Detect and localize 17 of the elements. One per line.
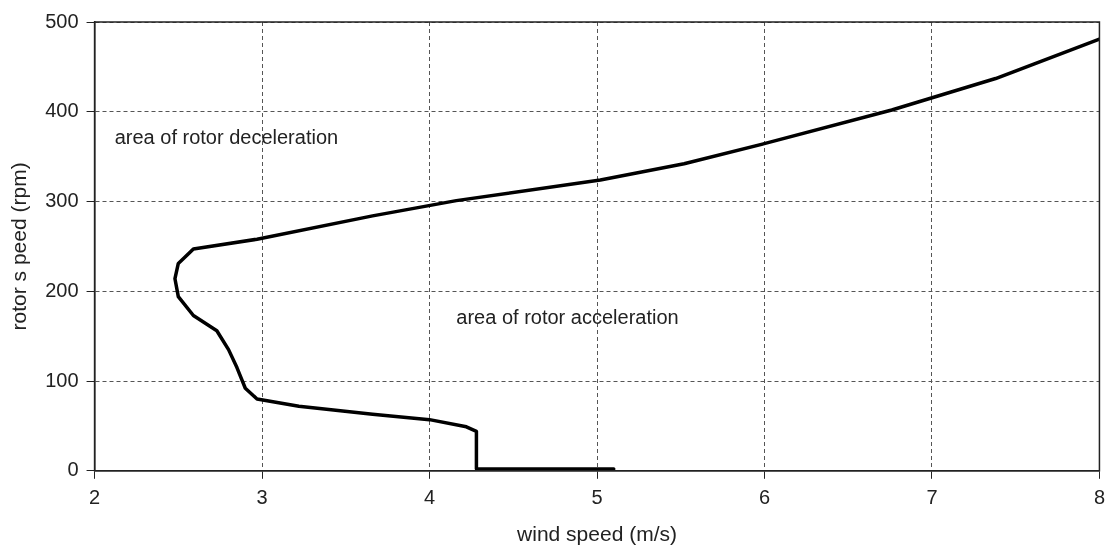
annotation: area of rotor acceleration (456, 305, 679, 328)
x-tick-label: 5 (591, 486, 603, 509)
y-axis-title: rotor s peed (rpm) (7, 162, 31, 331)
x-tick-label: 7 (926, 486, 938, 509)
x-axis-title: wind speed (m/s) (516, 522, 677, 546)
x-tick-label: 6 (758, 486, 771, 509)
y-tick-label: 500 (45, 9, 79, 32)
x-tick-label: 2 (89, 486, 101, 509)
y-tick-label: 400 (45, 99, 79, 122)
y-tick-label: 300 (45, 189, 79, 212)
x-tick-label: 3 (256, 486, 268, 509)
annotation: area of rotor deceleration (114, 126, 339, 149)
x-tick-label: 4 (423, 486, 436, 509)
y-tick-label: 100 (45, 368, 79, 391)
y-tick-label: 200 (45, 278, 79, 301)
y-tick-label: 0 (67, 458, 79, 481)
x-tick-label: 8 (1093, 486, 1105, 509)
